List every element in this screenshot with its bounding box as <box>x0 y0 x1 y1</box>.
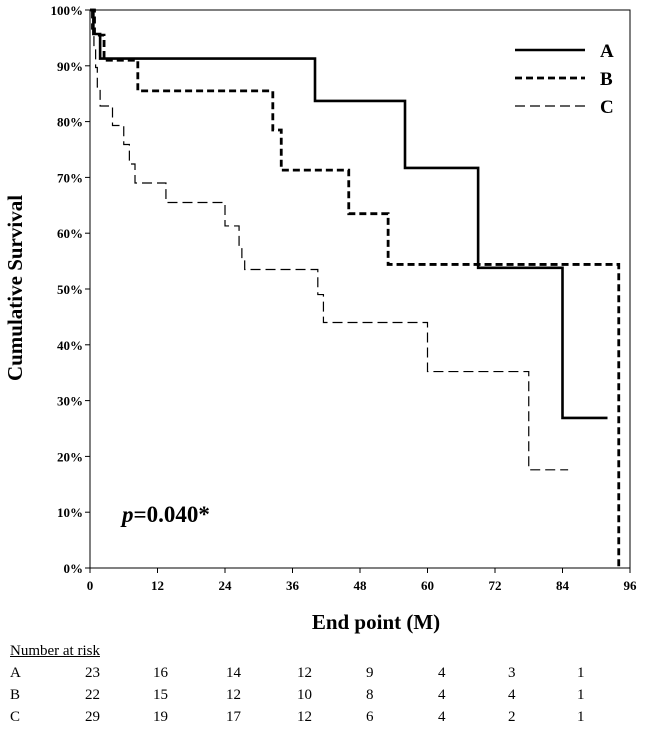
x-tick-label: 0 <box>87 578 94 593</box>
risk-table-title: Number at risk <box>10 643 100 659</box>
risk-count: 1 <box>577 665 585 681</box>
risk-count: 16 <box>153 665 168 681</box>
p-value-annotation: p=0.040* <box>120 502 210 527</box>
risk-count: 4 <box>438 687 446 703</box>
axes: 0% 10% 20% 30% 40% 50% 60% 70% 80% 90% 100% 0 12 24 36… <box>51 3 638 593</box>
y-tick-label: 0% <box>64 561 84 576</box>
series-b-curve <box>90 8 621 568</box>
p-value-symbol: p <box>120 502 134 527</box>
plot-frame <box>89 9 631 569</box>
risk-count: 4 <box>438 709 446 725</box>
legend-label-c: C <box>600 97 614 118</box>
x-tick-label: 96 <box>624 578 638 593</box>
risk-count: 23 <box>85 665 100 681</box>
x-tick-label: 60 <box>421 578 434 593</box>
risk-count: 2 <box>508 709 516 725</box>
p-value-number: =0.040* <box>134 502 210 527</box>
risk-count: 4 <box>438 665 446 681</box>
risk-count: 12 <box>297 665 312 681</box>
legend-label-a: A <box>600 41 614 62</box>
risk-count: 1 <box>577 687 585 703</box>
risk-count: 6 <box>366 709 374 725</box>
legend-label-b: B <box>600 69 613 90</box>
risk-count: 15 <box>153 687 168 703</box>
risk-row-label: A <box>10 665 21 681</box>
x-tick-label: 84 <box>556 578 570 593</box>
y-tick-label: 100% <box>51 3 84 18</box>
y-axis-title: Cumulative Survival <box>3 195 27 381</box>
risk-count: 12 <box>297 709 312 725</box>
y-tick-label: 60% <box>57 226 83 241</box>
x-tick-label: 36 <box>286 578 300 593</box>
risk-count: 10 <box>297 687 312 703</box>
risk-row-label: C <box>10 709 21 725</box>
x-tick-label: 72 <box>489 578 502 593</box>
risk-row-b: B 22 15 12 10 8 4 4 1 <box>10 684 630 706</box>
legend: ABC <box>515 41 614 118</box>
x-axis-title: End point (M) <box>312 610 440 634</box>
survival-curves <box>90 8 621 568</box>
y-tick-label: 20% <box>57 449 83 464</box>
risk-count: 1 <box>577 709 585 725</box>
risk-count: 22 <box>85 687 100 703</box>
risk-row-a: A 23 16 14 12 9 4 3 1 <box>10 662 630 684</box>
risk-row-label: B <box>10 687 21 703</box>
risk-count: 4 <box>508 687 516 703</box>
series-c-curve <box>90 9 569 471</box>
x-tick-label: 48 <box>354 578 368 593</box>
risk-count: 3 <box>508 665 516 681</box>
risk-count: 8 <box>366 687 374 703</box>
risk-count: 19 <box>153 709 168 725</box>
y-tick-label: 30% <box>57 394 83 409</box>
risk-row-c: C 29 19 17 12 6 4 2 1 <box>10 706 630 728</box>
risk-count: 9 <box>366 665 374 681</box>
survival-chart: 0% 10% 20% 30% 40% 50% 60% 70% 80% 90% 100% 0 12 24 36… <box>3 3 638 634</box>
y-tick-label: 10% <box>57 505 83 520</box>
y-tick-label: 70% <box>57 170 83 185</box>
risk-count: 14 <box>226 665 241 681</box>
risk-count: 29 <box>85 709 100 725</box>
y-tick-label: 50% <box>57 282 83 297</box>
number-at-risk-table: Number at risk A 23 16 14 12 9 4 3 1 B 22 15 12 10 8 4 4… <box>10 640 630 728</box>
y-tick-label: 90% <box>57 59 83 74</box>
x-tick-label: 24 <box>219 578 233 593</box>
risk-count: 12 <box>226 687 241 703</box>
x-tick-label: 12 <box>151 578 164 593</box>
y-tick-label: 80% <box>57 115 83 130</box>
risk-count: 17 <box>226 709 241 725</box>
risk-table-rows: A 23 16 14 12 9 4 3 1 B 22 15 12 10 8 4 4 1 C 29 19 17 12 6 4 2 1 <box>10 662 630 728</box>
y-tick-label: 40% <box>57 338 83 353</box>
